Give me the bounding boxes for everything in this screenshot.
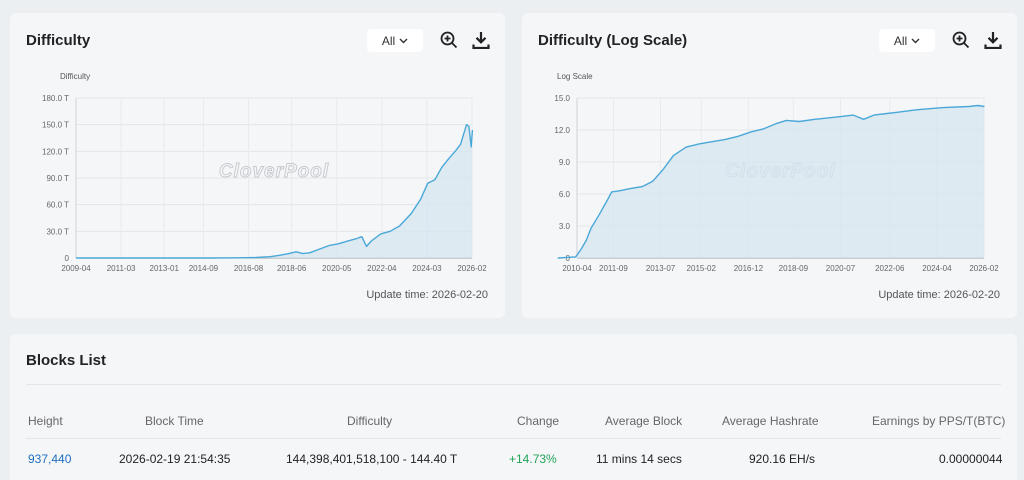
difficulty-range-select[interactable]: All: [367, 29, 423, 52]
y-tick-label: 30.0 T: [46, 227, 69, 236]
x-tick-label: 2020-05: [322, 264, 352, 273]
block-time: 2026-02-19 21:54:35: [119, 452, 231, 466]
x-tick-label: 2013-01: [150, 264, 180, 273]
update-time: Update time: 2026-02-20: [366, 289, 488, 301]
y-tick-label: 60.0 T: [46, 201, 69, 210]
y-tick-label: 90.0 T: [46, 174, 69, 183]
zoom-in-icon[interactable]: [951, 30, 971, 50]
header-difficulty: Difficulty: [347, 414, 393, 428]
log-difficulty-chart-card: Difficulty (Log Scale) All Log Scale 0 3.0…: [522, 13, 1017, 318]
block-average-time: 11 mins 14 secs: [596, 452, 682, 466]
header-earnings: Earnings by PPS/T(BTC): [872, 414, 1006, 428]
y-tick-label: 120.0 T: [42, 147, 69, 156]
x-tick-label: 2011-09: [599, 264, 628, 273]
y-tick-label: 180.0 T: [42, 94, 69, 103]
divider: [26, 438, 1001, 439]
x-tick-label: 2009-04: [61, 264, 91, 273]
zoom-in-icon[interactable]: [439, 30, 459, 50]
header-average-hashrate: Average Hashrate: [722, 414, 819, 428]
chevron-down-icon: [911, 38, 920, 43]
y-tick-label: 150.0 T: [42, 121, 69, 130]
block-average-hashrate: 920.16 EH/s: [749, 452, 816, 466]
blocks-list-title: Blocks List: [26, 352, 107, 369]
series-line: [557, 104, 985, 259]
x-tick-label: 2016-08: [234, 264, 264, 273]
log-difficulty-title: Difficulty (Log Scale): [538, 32, 688, 49]
y-tick-label: 0: [566, 254, 571, 263]
y-axis-title: Difficulty: [60, 72, 90, 81]
log-difficulty-chart: Log Scale 0 3.0 6.0 9.0 12.0 15.0 2010-04 2011-0…: [554, 72, 999, 273]
header-average-block: Average Block: [605, 414, 683, 428]
block-height-link[interactable]: 937,440: [28, 452, 72, 466]
x-tick-label: 2018-09: [779, 264, 809, 273]
series-area: [557, 105, 985, 258]
x-tick-label: 2020-07: [826, 264, 856, 273]
x-tick-label: 2018-06: [277, 264, 307, 273]
x-tick-label: 2022-04: [367, 264, 397, 273]
difficulty-title: Difficulty: [26, 32, 91, 49]
update-time: Update time: 2026-02-20: [878, 289, 1000, 301]
download-icon[interactable]: [471, 30, 491, 50]
x-tick-label: 2013-07: [646, 264, 676, 273]
x-tick-label: 2026-02: [969, 264, 999, 273]
header-change: Change: [517, 414, 560, 428]
blocks-list-card: Blocks List Height Block Time Difficulty…: [10, 334, 1017, 480]
x-tick-label: 2024-04: [922, 264, 952, 273]
x-tick-label: 2024-03: [412, 264, 442, 273]
block-difficulty: 144,398,401,518,100 - 144.40 T: [286, 452, 458, 466]
x-tick-label: 2026-02: [457, 264, 487, 273]
y-tick-label: 12.0: [554, 126, 570, 135]
x-tick-label: 2011-03: [107, 264, 136, 273]
range-label: All: [381, 33, 396, 48]
series-area: [76, 124, 473, 258]
watermark: CloverPool: [219, 161, 329, 182]
header-block-time: Block Time: [145, 414, 204, 428]
y-tick-label: 6.0: [559, 190, 571, 199]
divider: [26, 384, 1001, 385]
y-tick-label: 15.0: [554, 94, 570, 103]
difficulty-chart-card: Difficulty All Difficulty 0 30.0 T 60.0 T 90…: [10, 13, 505, 318]
block-earnings: 0.00000044: [939, 452, 1003, 466]
block-change: +14.73%: [509, 452, 557, 466]
y-tick-label: 0: [65, 254, 70, 263]
range-label: All: [893, 33, 908, 48]
y-axis-title: Log Scale: [557, 72, 593, 81]
download-icon[interactable]: [983, 30, 1003, 50]
y-tick-label: 9.0: [559, 158, 571, 167]
x-tick-label: 2014-09: [189, 264, 219, 273]
difficulty-chart: Difficulty 0 30.0 T 60.0 T 90.0 T 120.0 T 150.…: [42, 72, 487, 273]
log-range-select[interactable]: All: [879, 29, 935, 52]
series-line: [76, 124, 474, 259]
chevron-down-icon: [399, 38, 408, 43]
x-tick-label: 2010-04: [562, 264, 592, 273]
header-height: Height: [28, 414, 63, 428]
x-tick-label: 2022-06: [875, 264, 905, 273]
x-tick-label: 2016-12: [734, 264, 764, 273]
x-tick-label: 2015-02: [687, 264, 717, 273]
y-tick-label: 3.0: [559, 222, 571, 231]
